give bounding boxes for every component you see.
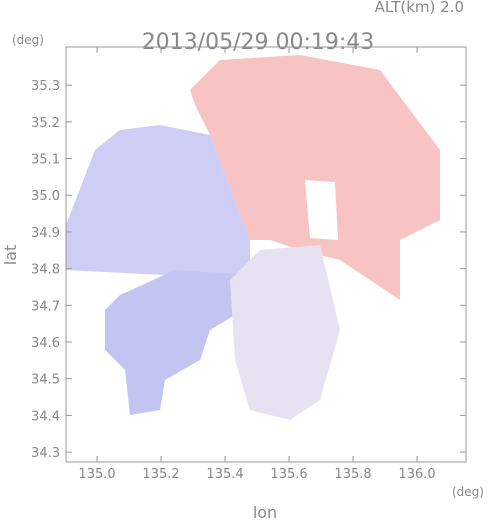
y-tick-label: 35.1 [31, 153, 60, 168]
y-tick-label: 34.9 [31, 226, 60, 241]
y-tick-label: 34.7 [31, 299, 60, 314]
x-tick-label: 135.6 [270, 467, 307, 482]
x-tick-label: 135.8 [334, 467, 371, 482]
velocity-region [66, 125, 250, 285]
y-tick-label: 35.2 [31, 116, 60, 131]
x-tick-label: 135.2 [142, 467, 179, 482]
y-unit: (deg) [12, 33, 44, 47]
y-tick-label: 34.6 [31, 336, 60, 351]
y-tick-label: 34.8 [31, 263, 60, 278]
x-unit: (deg) [452, 485, 484, 499]
x-axis-title: lon [253, 503, 277, 521]
chart-title: 2013/05/29 00:19:43 [142, 30, 375, 55]
velocity-region [105, 270, 260, 415]
x-tick-label: 136.0 [398, 467, 435, 482]
x-tick-label: 135.4 [206, 467, 243, 482]
y-tick-label: 35.0 [31, 189, 60, 204]
altitude: ALT(km) 2.0 [375, 0, 464, 16]
y-tick-label: 34.3 [31, 446, 60, 461]
radar-field [66, 55, 440, 420]
y-tick-label: 35.3 [31, 79, 60, 94]
velocity-region [190, 55, 440, 300]
gap [305, 180, 338, 240]
y-tick-label: 34.4 [31, 409, 60, 424]
y-axis-title: lat [1, 245, 20, 266]
plot-frame [65, 46, 467, 463]
x-tick-label: 135.0 [78, 467, 115, 482]
velocity-region [230, 245, 340, 420]
y-tick-label: 34.5 [31, 373, 60, 388]
